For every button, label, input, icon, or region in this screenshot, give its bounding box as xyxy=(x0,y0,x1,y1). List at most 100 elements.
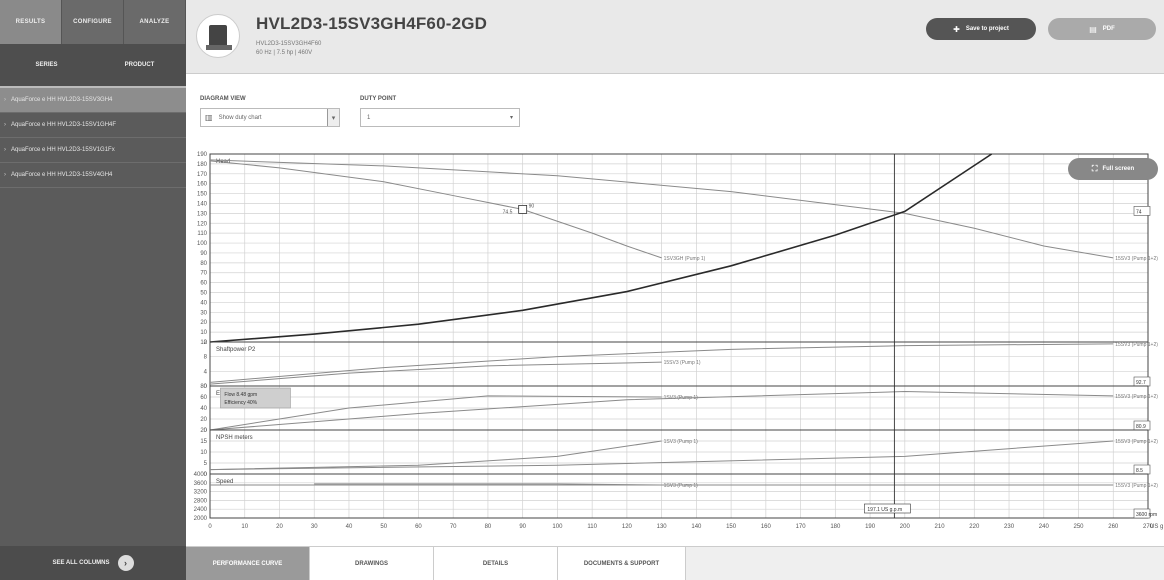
x-tick-label: 180 xyxy=(830,524,841,530)
panel-frame xyxy=(209,473,1149,519)
tab-product[interactable]: Product xyxy=(124,62,155,68)
see-all-columns-label: See all columns xyxy=(52,560,110,566)
sidebar-sub-tabs: Series Product xyxy=(0,44,186,88)
series-item-label: AquaForce e HH HVL2D3-15SV4GH4 xyxy=(11,172,113,178)
value-box-label: 3600 rpm xyxy=(1136,512,1157,518)
tab-results[interactable]: Results xyxy=(0,0,62,44)
y-tick-label: 170 xyxy=(197,172,208,178)
pdf-label: PDF xyxy=(1102,26,1115,32)
series-list: › AquaForce e HH HVL2D3-15SV3GH4 › AquaFor… xyxy=(0,88,186,188)
series-label: 1SV3 (Pump 1) xyxy=(664,483,699,489)
y-tick-label: 40 xyxy=(200,406,207,412)
diagram-view-value: Show duty chart xyxy=(218,114,262,121)
y-tick-label: 50 xyxy=(200,291,207,297)
full-screen-button[interactable]: ⛶ Full screen xyxy=(1068,158,1158,180)
y-tick-label: 60 xyxy=(200,281,207,287)
x-tick-label: 110 xyxy=(587,524,597,530)
pump-base-shape xyxy=(206,45,232,50)
x-tick-label: 100 xyxy=(552,524,563,530)
series-line xyxy=(209,343,1114,383)
x-tick-label: 240 xyxy=(1039,524,1050,530)
x-tick-label: 160 xyxy=(761,524,772,530)
y-tick-label: 12 xyxy=(200,340,207,346)
series-item-label: AquaForce e HH HVL2D3-15SV1GH4F xyxy=(11,122,117,128)
see-all-columns-button[interactable]: See all columns › xyxy=(0,546,186,580)
duty-flow-box xyxy=(864,503,911,514)
series-label: 15SV3 (Pump 1) xyxy=(664,360,701,366)
series-line xyxy=(209,440,662,471)
duty-point-sub-label: 74.5 xyxy=(503,209,513,215)
pdf-button[interactable]: ▤ PDF xyxy=(1048,18,1156,40)
series-item[interactable]: › AquaForce e HH HVL2D3-15SV1GH4F xyxy=(0,113,186,138)
x-tick-label: 210 xyxy=(935,524,946,530)
duty-point-value: 1 xyxy=(367,114,371,121)
y-tick-label: 0 xyxy=(204,384,208,390)
x-tick-label: 80 xyxy=(485,524,492,530)
product-specs: 60 Hz | 7.5 hp | 460V xyxy=(256,50,313,56)
x-unit-label: US g xyxy=(1150,524,1163,530)
x-tick-label: 60 xyxy=(415,524,422,530)
tab-details[interactable]: Details xyxy=(434,547,558,580)
chevron-right-icon: › xyxy=(4,147,6,153)
product-header: HVL2D3-15SV3GH4F60-2GD HVL2D3-15SV3GH4F6… xyxy=(186,0,1164,74)
x-tick-label: 150 xyxy=(726,524,737,530)
series-line xyxy=(209,361,662,385)
tab-performance-curve[interactable]: Performance curve xyxy=(186,547,310,580)
product-image xyxy=(196,14,240,58)
y-tick-label: 0 xyxy=(204,340,208,346)
tab-documents-support[interactable]: Documents & support xyxy=(558,547,686,580)
chevron-down-icon: ▾ xyxy=(509,115,513,121)
x-tick-label: 20 xyxy=(276,524,283,530)
value-box xyxy=(1133,508,1151,519)
y-tick-label: 10 xyxy=(200,330,207,336)
plus-icon: ✚ xyxy=(953,24,960,34)
sidebar: Results Configure Analyze Series Product… xyxy=(0,0,186,580)
product-model: HVL2D3-15SV3GH4F60 xyxy=(256,41,322,47)
panel-title: Shaftpower P2 xyxy=(216,347,256,353)
series-item[interactable]: › AquaForce e HH HVL2D3-15SV3GH4 xyxy=(0,88,186,113)
series-item-label: AquaForce e HH HVL2D3-15SV3GH4 xyxy=(11,97,113,103)
full-screen-label: Full screen xyxy=(1102,166,1135,172)
performance-chart[interactable]: 0102030405060708090100110120130140150160… xyxy=(186,140,1164,535)
y-tick-label: 20 xyxy=(200,320,207,326)
sidebar-top-tabs: Results Configure Analyze xyxy=(0,0,186,44)
x-tick-label: 0 xyxy=(208,524,212,530)
tooltip-line: Efficiency 40% xyxy=(224,400,257,406)
y-tick-label: 0 xyxy=(204,428,208,434)
x-tick-label: 50 xyxy=(380,524,387,530)
save-to-project-label: Save to project xyxy=(965,26,1009,32)
x-tick-label: 40 xyxy=(346,524,353,530)
duty-point-label: 90 xyxy=(529,203,535,209)
series-item[interactable]: › AquaForce e HH HVL2D3-15SV4GH4 xyxy=(0,163,186,188)
series-line xyxy=(209,390,1114,431)
series-item-label: AquaForce e HH HVL2D3-15SV1G1Fx xyxy=(11,147,115,153)
value-box-label: 80.9 xyxy=(1136,424,1146,430)
duty-point-select[interactable]: 1 ▾ xyxy=(360,108,520,127)
series-item[interactable]: › AquaForce e HH HVL2D3-15SV1G1Fx xyxy=(0,138,186,163)
x-tick-label: 190 xyxy=(865,524,876,530)
tab-configure[interactable]: Configure xyxy=(62,0,124,44)
tab-drawings[interactable]: Drawings xyxy=(310,547,434,580)
x-tick-label: 200 xyxy=(900,524,911,530)
series-line xyxy=(209,159,1114,259)
y-tick-label: 80 xyxy=(200,384,207,390)
y-tick-label: 120 xyxy=(197,221,208,227)
y-tick-label: 190 xyxy=(197,152,208,158)
y-tick-label: 4000 xyxy=(194,472,208,478)
tab-series[interactable]: Series xyxy=(35,62,58,68)
series-label: 15SV3 (Pump 1+2) xyxy=(1115,256,1158,262)
series-label: 1SV3GH (Pump 1) xyxy=(664,256,706,262)
value-box-label: 8.5 xyxy=(1136,468,1143,474)
y-tick-label: 4 xyxy=(204,369,208,375)
product-title: HVL2D3-15SV3GH4F60-2GD xyxy=(256,14,488,33)
x-tick-label: 130 xyxy=(657,524,668,530)
y-tick-label: 0 xyxy=(204,472,208,478)
x-tick-label: 230 xyxy=(1004,524,1015,530)
chevron-right-icon: › xyxy=(4,172,6,178)
save-to-project-button[interactable]: ✚ Save to project xyxy=(926,18,1036,40)
tab-analyze[interactable]: Analyze xyxy=(124,0,186,44)
diagram-view-select[interactable]: ▥ Show duty chart ▾ xyxy=(200,108,340,127)
arrow-right-icon: › xyxy=(117,555,134,571)
panel-frame xyxy=(209,153,1149,343)
y-tick-label: 20 xyxy=(200,428,207,434)
